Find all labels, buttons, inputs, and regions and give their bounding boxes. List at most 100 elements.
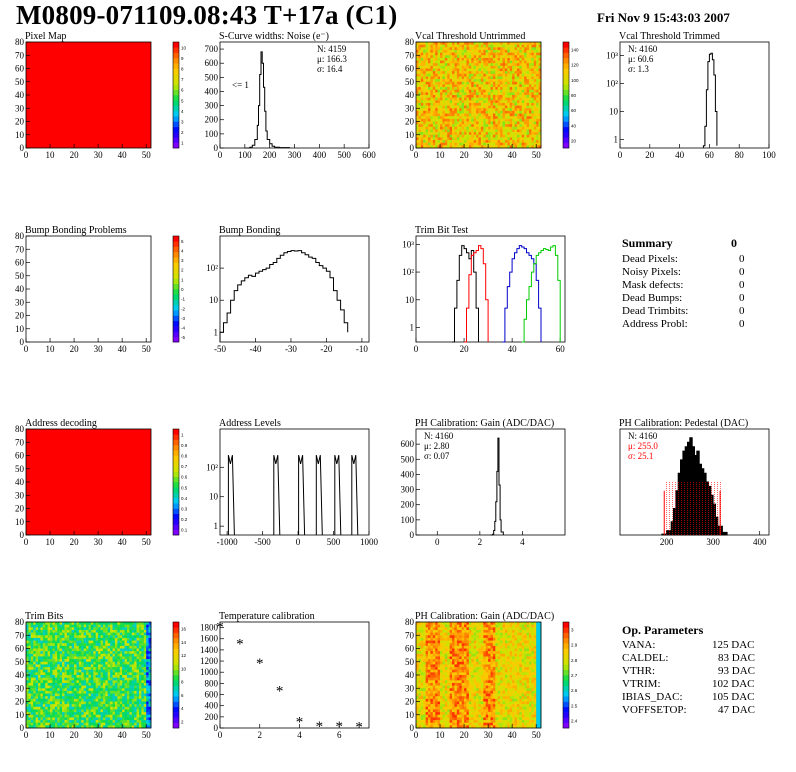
heatmap-cell: [495, 81, 499, 85]
heatmap-cell: [134, 701, 137, 705]
palette-step: [173, 675, 179, 681]
heatmap-cell: [40, 643, 44, 647]
heatmap-cell: [54, 629, 58, 633]
heatmap-cell: [98, 629, 101, 633]
heatmap-cell: [119, 693, 123, 697]
heatmap-cell: [148, 717, 152, 721]
palette-tick-label: 100: [571, 78, 579, 83]
heatmap-cell: [131, 645, 135, 649]
heatmap-cell: [514, 60, 518, 64]
heatmap-cell: [86, 696, 89, 700]
heatmap-cell: [90, 640, 94, 644]
heatmap-cell: [418, 622, 422, 625]
heatmap-cell: [536, 71, 539, 75]
heatmap-cell: [52, 656, 56, 660]
heatmap-cell: [143, 717, 147, 721]
heatmap-cell: [526, 132, 530, 136]
heatmap-cell: [509, 44, 513, 48]
heatmap-cell: [93, 645, 97, 649]
heatmap-cell: [425, 661, 429, 665]
heatmap-cell: [495, 124, 499, 128]
heatmap-cell: [533, 57, 537, 61]
heatmap-cell: [143, 672, 147, 676]
heatmap-cell: [114, 651, 118, 655]
heatmap-cell: [90, 682, 94, 686]
heatmap-cell: [500, 102, 503, 106]
heatmap-fill: [26, 429, 151, 535]
heatmap-cell: [430, 667, 434, 670]
heatmap-cell: [105, 714, 109, 718]
heatmap-cell: [416, 79, 419, 83]
heatmap-cell: [26, 659, 29, 663]
heatmap-cell: [146, 701, 149, 705]
heatmap-cell: [528, 87, 532, 90]
heatmap-cell: [538, 42, 542, 45]
heatmap-cell: [35, 667, 39, 670]
palette-tick-label: 3: [181, 120, 184, 125]
heatmap-cell: [146, 637, 149, 641]
heatmap-cell: [126, 696, 130, 700]
heatmap-cell: [471, 55, 474, 59]
heatmap-cell: [516, 102, 520, 106]
heatmap-cell: [134, 688, 137, 692]
heatmap-cell: [30, 648, 34, 652]
heatmap-cell: [468, 57, 472, 61]
heatmap-cell: [521, 121, 525, 125]
heatmap-cell: [124, 672, 128, 676]
heatmap-cell: [456, 71, 460, 75]
heatmap-cell: [521, 49, 525, 53]
heatmap-cell: [86, 640, 89, 644]
heatmap-cell: [536, 142, 539, 146]
heatmap-cell: [86, 682, 89, 686]
heatmap-cell: [497, 55, 501, 59]
heatmap-cell: [416, 714, 419, 718]
heatmap-cell: [81, 706, 84, 710]
heatmap-cell: [519, 105, 523, 109]
panel-title: Temperature calibration: [219, 611, 315, 622]
data-point: *: [256, 656, 264, 672]
palette-tick-label: 2: [181, 130, 184, 135]
heatmap-cell: [54, 725, 58, 729]
heatmap-cell: [420, 622, 424, 625]
heatmap-cell: [425, 624, 429, 628]
heatmap-cell: [478, 49, 482, 53]
heatmap-cell: [138, 685, 142, 689]
heatmap-cell: [69, 637, 72, 641]
heatmap-cell: [98, 714, 101, 718]
heatmap-cell: [514, 76, 518, 80]
heatmap-cell: [64, 680, 68, 684]
heatmap-cell: [110, 653, 113, 657]
heatmap-cell: [416, 704, 419, 708]
heatmap-cell: [452, 132, 455, 136]
heatmap-cell: [122, 688, 125, 692]
heatmap-cell: [98, 725, 101, 729]
heatmap-cell: [129, 725, 133, 729]
heatmap-cell: [420, 116, 424, 120]
heatmap-cell: [466, 89, 470, 93]
heatmap-cell: [38, 690, 41, 694]
heatmap-cell: [117, 624, 121, 628]
panel-title: S-Curve widths: Noise (e⁻): [219, 31, 329, 42]
heatmap-cell: [531, 102, 535, 106]
vcal-untrimmed-panel: Vcal Threshold Untrimmed1401201008060402…: [405, 31, 579, 160]
heatmap-cell: [432, 57, 436, 61]
heatmap-cell: [124, 651, 128, 655]
heatmap-cell: [57, 725, 60, 729]
heatmap-cell: [483, 132, 487, 136]
heatmap-cell: [134, 651, 137, 655]
heatmap-cell: [110, 632, 113, 636]
heatmap-cell: [143, 685, 147, 689]
heatmap-cell: [416, 145, 419, 149]
heatmap-cell: [114, 643, 118, 647]
heatmap-cell: [117, 690, 121, 694]
panel-title: Trim Bit Test: [415, 225, 468, 236]
heatmap-cell: [420, 145, 424, 149]
heatmap-cell: [57, 680, 60, 684]
heatmap-cell: [420, 645, 424, 649]
heatmap-cell: [114, 624, 118, 628]
heatmap-cell: [478, 89, 482, 93]
heatmap-cell: [86, 698, 89, 702]
heatmap-cell: [418, 629, 422, 633]
heatmap-cell: [423, 81, 426, 85]
heatmap-cell: [418, 720, 422, 723]
